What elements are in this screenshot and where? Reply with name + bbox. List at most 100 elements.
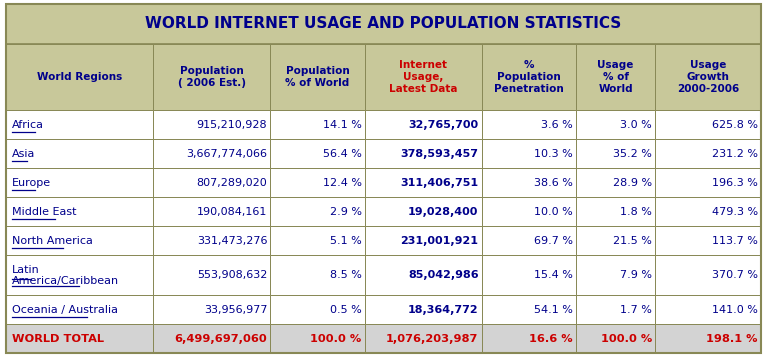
Text: Usage
Growth
2000-2006: Usage Growth 2000-2006 bbox=[677, 60, 739, 94]
Bar bbox=[6, 110, 153, 139]
Text: Population
( 2006 Est.): Population ( 2006 Est.) bbox=[178, 66, 245, 88]
Bar bbox=[270, 325, 364, 353]
Text: 69.7 %: 69.7 % bbox=[534, 236, 573, 246]
Text: Internet
Usage,
Latest Data: Internet Usage, Latest Data bbox=[389, 60, 457, 94]
Text: 141.0 %: 141.0 % bbox=[712, 305, 758, 315]
Bar bbox=[153, 255, 270, 296]
Text: 54.1 %: 54.1 % bbox=[534, 305, 573, 315]
Text: 7.9 %: 7.9 % bbox=[621, 270, 652, 280]
Bar bbox=[655, 197, 761, 226]
Bar bbox=[482, 139, 576, 168]
Text: 331,473,276: 331,473,276 bbox=[196, 236, 267, 246]
Bar bbox=[482, 197, 576, 226]
Bar bbox=[482, 226, 576, 255]
Text: 231.2 %: 231.2 % bbox=[712, 149, 758, 159]
Bar bbox=[270, 197, 364, 226]
Text: Population
% of World: Population % of World bbox=[285, 66, 350, 88]
Text: 3,667,774,066: 3,667,774,066 bbox=[186, 149, 267, 159]
Text: 56.4 %: 56.4 % bbox=[323, 149, 361, 159]
Bar bbox=[576, 255, 655, 296]
Bar bbox=[364, 296, 482, 325]
Bar bbox=[364, 139, 482, 168]
Bar bbox=[655, 325, 761, 353]
Text: 28.9 %: 28.9 % bbox=[613, 178, 652, 188]
Bar bbox=[153, 226, 270, 255]
Bar bbox=[364, 226, 482, 255]
Text: 190,084,161: 190,084,161 bbox=[197, 207, 267, 217]
Bar bbox=[655, 139, 761, 168]
Bar bbox=[655, 168, 761, 197]
Text: WORLD INTERNET USAGE AND POPULATION STATISTICS: WORLD INTERNET USAGE AND POPULATION STAT… bbox=[146, 16, 621, 31]
Text: 38.6 %: 38.6 % bbox=[534, 178, 573, 188]
Bar bbox=[364, 168, 482, 197]
Text: 807,289,020: 807,289,020 bbox=[196, 178, 267, 188]
Text: 0.5 %: 0.5 % bbox=[330, 305, 361, 315]
Bar bbox=[482, 44, 576, 110]
Bar bbox=[153, 110, 270, 139]
Text: 10.3 %: 10.3 % bbox=[534, 149, 573, 159]
Text: 15.4 %: 15.4 % bbox=[534, 270, 573, 280]
Text: 113.7 %: 113.7 % bbox=[712, 236, 758, 246]
Text: Usage
% of
World: Usage % of World bbox=[597, 60, 634, 94]
Bar bbox=[655, 226, 761, 255]
Text: 1,076,203,987: 1,076,203,987 bbox=[386, 334, 479, 344]
Bar bbox=[153, 44, 270, 110]
Bar bbox=[576, 226, 655, 255]
Text: 479.3 %: 479.3 % bbox=[712, 207, 758, 217]
Bar bbox=[6, 255, 153, 296]
Bar bbox=[6, 4, 761, 44]
Bar bbox=[153, 325, 270, 353]
Text: 3.6 %: 3.6 % bbox=[542, 120, 573, 130]
Text: North America: North America bbox=[12, 236, 92, 246]
Bar bbox=[153, 168, 270, 197]
Text: 1.7 %: 1.7 % bbox=[621, 305, 652, 315]
Text: Asia: Asia bbox=[12, 149, 35, 159]
Bar bbox=[576, 296, 655, 325]
Bar bbox=[270, 255, 364, 296]
Bar bbox=[153, 296, 270, 325]
Bar bbox=[576, 168, 655, 197]
Text: 5.1 %: 5.1 % bbox=[330, 236, 361, 246]
Text: Europe: Europe bbox=[12, 178, 51, 188]
Text: 2.9 %: 2.9 % bbox=[330, 207, 361, 217]
Bar bbox=[364, 44, 482, 110]
Bar bbox=[482, 325, 576, 353]
Bar bbox=[6, 168, 153, 197]
Bar bbox=[6, 296, 153, 325]
Text: 100.0 %: 100.0 % bbox=[311, 334, 361, 344]
Bar bbox=[364, 197, 482, 226]
Text: 16.6 %: 16.6 % bbox=[529, 334, 573, 344]
Text: 198.1 %: 198.1 % bbox=[706, 334, 758, 344]
Bar bbox=[6, 197, 153, 226]
Bar bbox=[655, 296, 761, 325]
Bar bbox=[655, 255, 761, 296]
Bar bbox=[482, 255, 576, 296]
Bar bbox=[6, 139, 153, 168]
Text: Latin
America/Caribbean: Latin America/Caribbean bbox=[12, 265, 119, 286]
Text: 85,042,986: 85,042,986 bbox=[408, 270, 479, 280]
Bar bbox=[6, 325, 153, 353]
Bar bbox=[482, 296, 576, 325]
Text: 311,406,751: 311,406,751 bbox=[400, 178, 479, 188]
Text: 32,765,700: 32,765,700 bbox=[408, 120, 479, 130]
Text: Oceania / Australia: Oceania / Australia bbox=[12, 305, 117, 315]
Bar bbox=[576, 44, 655, 110]
Bar bbox=[270, 168, 364, 197]
Bar bbox=[270, 44, 364, 110]
Text: WORLD TOTAL: WORLD TOTAL bbox=[12, 334, 104, 344]
Text: 19,028,400: 19,028,400 bbox=[408, 207, 479, 217]
Text: 378,593,457: 378,593,457 bbox=[400, 149, 479, 159]
Bar bbox=[655, 110, 761, 139]
Text: 196.3 %: 196.3 % bbox=[712, 178, 758, 188]
Text: %
Population
Penetration: % Population Penetration bbox=[494, 60, 564, 94]
Text: 10.0 %: 10.0 % bbox=[534, 207, 573, 217]
Text: Middle East: Middle East bbox=[12, 207, 76, 217]
Bar bbox=[270, 226, 364, 255]
Text: 1.8 %: 1.8 % bbox=[621, 207, 652, 217]
Bar bbox=[270, 296, 364, 325]
Bar bbox=[364, 325, 482, 353]
Bar bbox=[6, 44, 153, 110]
Text: Africa: Africa bbox=[12, 120, 44, 130]
Text: 35.2 %: 35.2 % bbox=[614, 149, 652, 159]
Text: 21.5 %: 21.5 % bbox=[614, 236, 652, 246]
